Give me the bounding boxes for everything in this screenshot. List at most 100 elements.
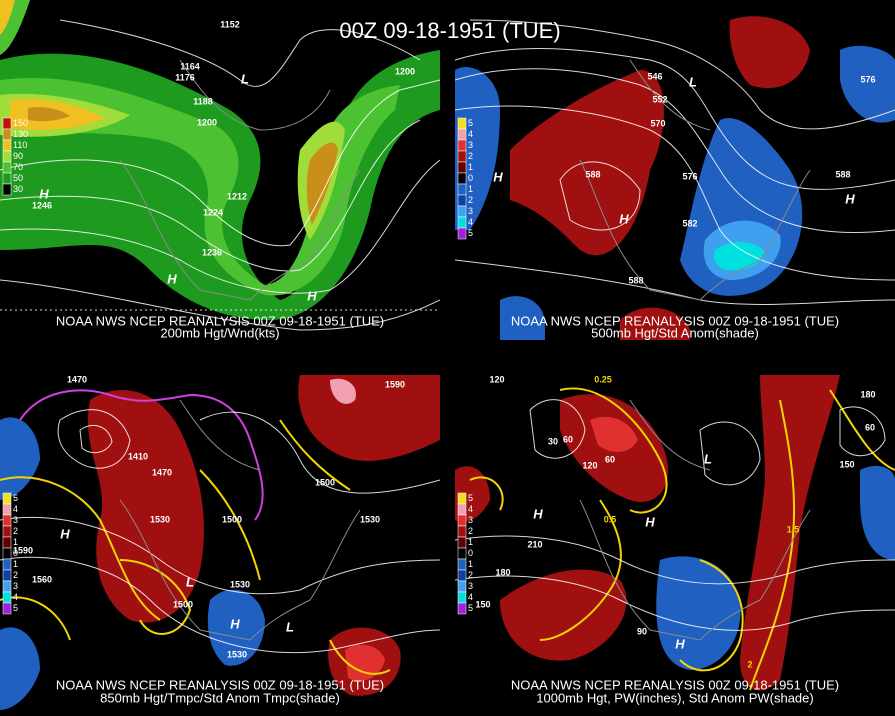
colorbar-label: 1 bbox=[13, 537, 18, 547]
colorbar-label: 4 bbox=[468, 217, 473, 227]
colorbar-swatch bbox=[2, 536, 12, 549]
colorbar-label: 5 bbox=[468, 603, 473, 613]
contour-label: 1530 bbox=[230, 579, 250, 589]
colorbar-swatch bbox=[457, 558, 467, 571]
colorbar-label: 1 bbox=[13, 559, 18, 569]
contour-label: 1590 bbox=[385, 379, 405, 389]
contour-label: 1500 bbox=[173, 599, 193, 609]
contour-label: 1224 bbox=[203, 207, 223, 217]
colorbar-label: 5 bbox=[468, 493, 473, 503]
colorbar-label: 5 bbox=[468, 118, 473, 128]
colorbar-swatch bbox=[457, 150, 467, 163]
colorbar-label: 3 bbox=[468, 581, 473, 591]
contour-label: 60 bbox=[865, 422, 875, 432]
contour-label: 1500 bbox=[315, 477, 335, 487]
panel-200mb bbox=[0, 0, 440, 331]
colorbar-swatch bbox=[2, 547, 12, 560]
colorbar-label: 1 bbox=[468, 184, 473, 194]
colorbar-label: 2 bbox=[13, 570, 18, 580]
colorbar-swatch bbox=[457, 216, 467, 229]
contour-label: H bbox=[493, 169, 503, 184]
colorbar-swatch bbox=[2, 525, 12, 538]
contour-label: 588 bbox=[628, 275, 643, 285]
colorbar-swatch bbox=[457, 161, 467, 174]
contour-label: 1470 bbox=[67, 374, 87, 384]
contour-label: 1188 bbox=[193, 96, 213, 106]
contour-label: 60 bbox=[563, 434, 573, 444]
contour-label: 0.5 bbox=[604, 514, 617, 524]
colorbar-swatch bbox=[2, 150, 12, 163]
colorbar-label: 2 bbox=[468, 526, 473, 536]
contour-label: 546 bbox=[647, 71, 662, 81]
colorbar-label: 0 bbox=[468, 548, 473, 558]
contour-label: 1530 bbox=[360, 514, 380, 524]
colorbar-swatch bbox=[457, 591, 467, 604]
colorbar-label: 0 bbox=[468, 173, 473, 183]
contour-label: 1200 bbox=[197, 117, 217, 127]
contour-label: L bbox=[286, 619, 294, 634]
contour-label: H bbox=[230, 616, 240, 631]
contour-label: H bbox=[845, 191, 855, 206]
colorbar-label: 4 bbox=[468, 129, 473, 139]
colorbar-swatch bbox=[2, 183, 12, 196]
colorbar-label: 90 bbox=[13, 151, 23, 161]
contour-label: H bbox=[619, 211, 629, 226]
colorbar-swatch bbox=[457, 183, 467, 196]
colorbar-label: 110 bbox=[13, 140, 27, 150]
contour-label: 210 bbox=[527, 539, 542, 549]
contour-label: 570 bbox=[650, 118, 665, 128]
colorbar-label: 70 bbox=[13, 162, 23, 172]
colorbar-swatch bbox=[457, 205, 467, 218]
colorbar-label: 130 bbox=[13, 129, 28, 139]
colorbar-swatch bbox=[457, 227, 467, 240]
colorbar-label: 2 bbox=[468, 151, 473, 161]
contour-label: 588 bbox=[835, 169, 850, 179]
colorbar-swatch bbox=[2, 139, 12, 152]
contour-label: L bbox=[704, 451, 712, 466]
colorbar-swatch bbox=[457, 536, 467, 549]
colorbar-swatch bbox=[457, 580, 467, 593]
colorbar-label: 30 bbox=[13, 184, 23, 194]
colorbar-label: 1 bbox=[468, 559, 473, 569]
contour-label: 588 bbox=[585, 169, 600, 179]
colorbar-swatch bbox=[457, 139, 467, 152]
colorbar-label: 5 bbox=[13, 493, 18, 503]
colorbar-swatch bbox=[457, 503, 467, 516]
contour-label: H bbox=[167, 271, 177, 286]
contour-label: 576 bbox=[682, 171, 697, 181]
colorbar-swatch bbox=[2, 569, 12, 582]
contour-label: H bbox=[533, 506, 543, 521]
contour-label: 1200 bbox=[395, 66, 415, 76]
colorbar-label: 3 bbox=[13, 581, 18, 591]
colorbar-label: 3 bbox=[13, 515, 18, 525]
contour-label: L bbox=[241, 71, 249, 86]
colorbar-swatch bbox=[457, 525, 467, 538]
colorbar-swatch bbox=[2, 514, 12, 527]
contour-label: 180 bbox=[860, 389, 875, 399]
colorbar-label: 1 bbox=[468, 537, 473, 547]
panel-1000mb bbox=[455, 375, 895, 691]
colorbar-label: 2 bbox=[468, 570, 473, 580]
contour-label: 1410 bbox=[128, 451, 148, 461]
colorbar-label: 150 bbox=[13, 118, 28, 128]
contour-label: 180 bbox=[495, 567, 510, 577]
colorbar-swatch bbox=[457, 602, 467, 615]
colorbar-swatch bbox=[457, 117, 467, 130]
colorbar-swatch bbox=[2, 591, 12, 604]
contour-label: 1470 bbox=[152, 467, 172, 477]
contour-label: H bbox=[60, 526, 70, 541]
panel-subtitle: 200mb Hgt/Wnd(kts) bbox=[160, 325, 279, 340]
colorbar-swatch bbox=[2, 558, 12, 571]
contour-label: 1530 bbox=[150, 514, 170, 524]
panel-subtitle: 850mb Hgt/Tmpc/Std Anom Tmpc(shade) bbox=[100, 690, 340, 705]
contour-label: 150 bbox=[475, 599, 490, 609]
colorbar-swatch bbox=[2, 128, 12, 141]
panel-500mb bbox=[455, 16, 895, 340]
colorbar-swatch bbox=[457, 547, 467, 560]
colorbar-swatch bbox=[2, 602, 12, 615]
colorbar-label: 3 bbox=[468, 515, 473, 525]
contour-label: 1560 bbox=[32, 574, 52, 584]
contour-label: 120 bbox=[582, 460, 597, 470]
colorbar-label: 1 bbox=[468, 162, 473, 172]
